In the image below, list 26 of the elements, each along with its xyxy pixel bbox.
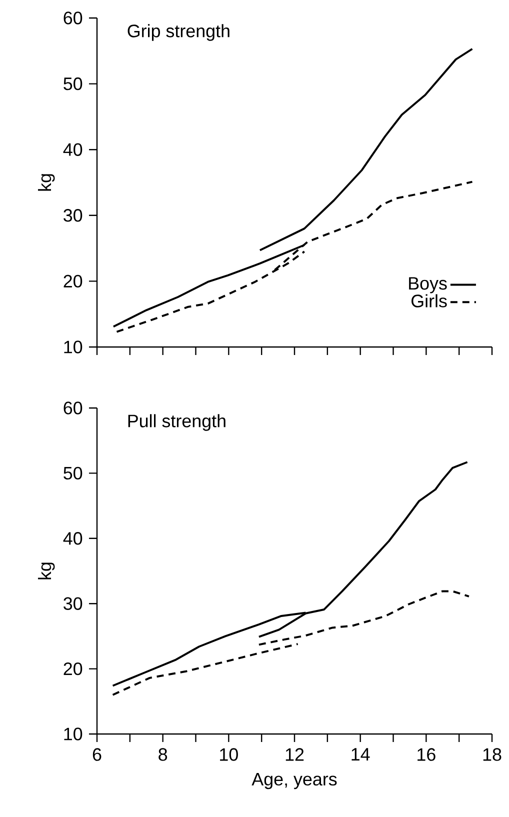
- y-tick-label: 10: [64, 340, 82, 354]
- x-tick-label: 10: [220, 748, 238, 761]
- x-tick-label: 14: [352, 748, 370, 761]
- x-tick-label: 16: [418, 748, 436, 761]
- x-tick-label: 8: [158, 748, 168, 761]
- y-axis-title: kg: [38, 174, 55, 191]
- y-tick-label: 50: [64, 77, 82, 90]
- y-tick-label: 60: [64, 12, 82, 24]
- y-tick-label: 30: [64, 209, 82, 222]
- legend-label: Boys: [409, 277, 447, 294]
- chart-title: Grip strength: [128, 24, 230, 41]
- y-tick-label: 20: [64, 662, 82, 676]
- y-tick-label: 50: [64, 466, 82, 480]
- x-tick-label: 6: [92, 748, 102, 761]
- y-tick-label: 40: [63, 143, 82, 156]
- y-tick-label: 30: [64, 597, 82, 610]
- y-axis-title: kg: [38, 562, 55, 580]
- y-tick-label: 40: [63, 532, 82, 545]
- x-axis-title: Age, years: [252, 773, 337, 790]
- legend-label: Girls: [412, 294, 447, 308]
- y-tick-label: 60: [64, 402, 82, 414]
- chart-title: Pull strength: [128, 414, 226, 431]
- y-tick-label: 20: [64, 274, 82, 288]
- y-tick-label: 10: [64, 728, 82, 740]
- x-tick-label: 12: [286, 748, 304, 761]
- x-tick-label: 18: [483, 748, 502, 761]
